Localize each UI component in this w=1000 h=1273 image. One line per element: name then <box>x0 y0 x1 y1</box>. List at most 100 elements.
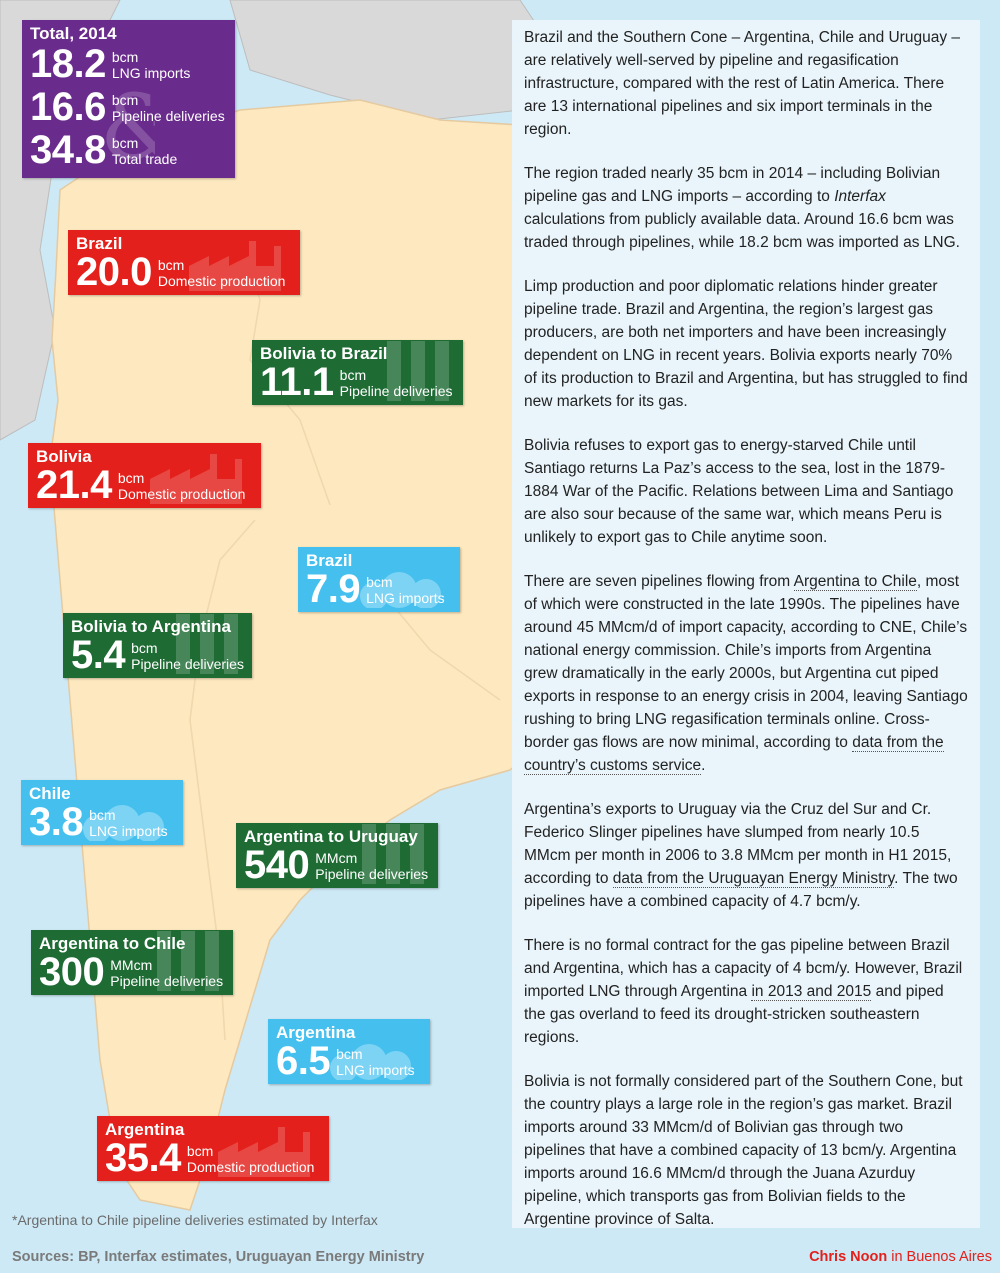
article-paragraph-4: Bolivia refuses to export gas to energy-… <box>524 437 954 546</box>
argentina-to-chile-label: Pipeline deliveries <box>110 973 223 989</box>
argentina-production-unit: bcm <box>186 1143 214 1159</box>
total-pipeline-unit: bcm <box>111 92 139 108</box>
author-location: in Buenos Aires <box>887 1249 992 1265</box>
article-paragraph-2: The region traded nearly 35 bcm in 2014 … <box>524 162 968 254</box>
argentina-to-chile-link[interactable]: Argentina to Chile <box>793 573 917 591</box>
brazil-production-label: Domestic production <box>157 273 286 289</box>
article-paragraph-5: There are seven pipelines flowing from A… <box>524 570 968 777</box>
argentina-lng-title: Argentina <box>276 1023 356 1042</box>
cloud-icon <box>360 572 441 608</box>
bolivia-to-argentina-value: 5.4 <box>71 633 126 677</box>
argentina-to-uruguay-label: Pipeline deliveries <box>315 866 428 882</box>
article-paragraph-7: There is no formal contract for the gas … <box>524 934 968 1049</box>
article-paragraph-6-text-a: Argentina’s exports to Uruguay via the C… <box>524 801 952 887</box>
factory-icon <box>189 241 281 291</box>
brazil-lng-value: 7.9 <box>306 567 361 611</box>
factory-icon <box>150 454 242 504</box>
article-paragraph-3: Limp production and poor diplomatic rela… <box>524 278 968 410</box>
bolivia-to-argentina-box: Bolivia to Argentina 5.4 bcm Pipeline del… <box>63 613 252 678</box>
article-paragraph-1: Brazil and the Southern Cone – Argentina… <box>524 29 961 138</box>
total-lng-value: 18.2 <box>30 42 106 86</box>
article-paragraph-6-text-b: . The two pipelines have a combined capa… <box>524 870 958 910</box>
chile-lng-unit: bcm <box>89 807 116 823</box>
total-pipeline-label: Pipeline deliveries <box>111 108 225 124</box>
bolivia-to-argentina-title: Bolivia to Argentina <box>71 617 231 636</box>
argentina-to-chile-title: Argentina to Chile <box>39 934 186 953</box>
brazil-production-value: 20.0 <box>76 250 152 294</box>
argentina-to-uruguay-unit: MMcm <box>315 850 358 866</box>
argentina-production-value: 35.4 <box>105 1136 181 1180</box>
article-paragraph-7-text-b: and piped the gas overland to feed its d… <box>524 983 944 1046</box>
bolivia-production-value: 21.4 <box>36 463 112 507</box>
argentina-to-uruguay-title: Argentina to Uruguay <box>244 827 418 846</box>
total-trade-unit: bcm <box>111 135 139 151</box>
brazil-lng-unit: bcm <box>366 574 393 590</box>
total-trade-label: Total trade <box>111 151 178 167</box>
argentina-production-title: Argentina <box>105 1120 185 1139</box>
pipeline-icon <box>387 341 449 401</box>
factory-icon <box>218 1127 310 1177</box>
total-trade-value: 34.8 <box>30 128 106 172</box>
article-paragraph-6: Argentina’s exports to Uruguay via the C… <box>524 798 968 913</box>
bolivia-production-label: Domestic production <box>117 486 246 502</box>
pipeline-icon <box>157 931 219 991</box>
argentina-lng-value: 6.5 <box>276 1039 331 1083</box>
argentina-lng-label: LNG imports <box>336 1062 415 1078</box>
article-paragraph-2-text-a: The region traded nearly 35 bcm in 2014 … <box>524 165 941 205</box>
total-pipeline-value: 16.6 <box>30 85 106 129</box>
bolivia-to-brazil-value: 11.1 <box>260 360 334 404</box>
total-row-trade: 34.8 bcm Total trade <box>30 128 227 172</box>
ampersand-icon: & <box>100 78 155 168</box>
bolivia-to-argentina-row: 5.4 bcm Pipeline deliveries <box>71 633 244 677</box>
total-row-lng: 18.2 bcm LNG imports <box>30 42 227 86</box>
sources-line: Sources: BP, Interfax estimates, Uruguay… <box>12 1249 425 1265</box>
article-panel: Brazil and the Southern Cone – Argentina… <box>512 20 980 1228</box>
customs-data-link[interactable]: data from the country’s customs service <box>524 734 944 775</box>
brazil-production-unit: bcm <box>157 257 185 273</box>
total-trade-box: Total, 2014 18.2 bcm LNG imports 16.6 bcm… <box>22 20 235 178</box>
bolivia-to-brazil-unit: bcm <box>339 367 367 383</box>
brazil-lng-label: LNG imports <box>366 590 445 606</box>
article-paragraph-5-text-a: There are seven pipelines flowing from <box>524 573 794 590</box>
article-paragraph-7-text-a: There is no formal contract for the gas … <box>524 937 963 1000</box>
argentina-production-label: Domestic production <box>186 1159 315 1175</box>
total-row-pipeline: 16.6 bcm Pipeline deliveries <box>30 85 227 129</box>
chile-lng-label: LNG imports <box>89 823 168 839</box>
bolivia-to-argentina-label: Pipeline deliveries <box>131 656 244 672</box>
argentina-to-uruguay-value: 540 <box>244 843 310 887</box>
argentina-lng-unit: bcm <box>336 1046 363 1062</box>
argentina-to-chile-unit: MMcm <box>110 957 153 973</box>
total-title: Total, 2014 <box>30 24 117 43</box>
uruguayan-ministry-data-link[interactable]: data from the Uruguayan Energy Ministry <box>612 870 895 888</box>
total-lng-label: LNG imports <box>111 65 191 81</box>
cloud-icon <box>83 805 164 841</box>
brazil-production-title: Brazil <box>76 234 123 253</box>
article-paragraph-2-text-b: calculations from publicly available dat… <box>524 211 960 251</box>
pipeline-icon <box>362 824 424 884</box>
article-paragraph-5-text-c: . <box>701 757 706 774</box>
pipeline-icon <box>176 614 238 674</box>
bolivia-to-brazil-label: Pipeline deliveries <box>339 383 453 399</box>
cloud-icon <box>330 1044 411 1080</box>
chile-lng-value: 3.8 <box>29 800 84 844</box>
total-lng-unit: bcm <box>111 49 139 65</box>
bolivia-production-unit: bcm <box>117 470 145 486</box>
footnote: *Argentina to Chile pipeline deliveries … <box>12 1212 378 1228</box>
2013-2015-link[interactable]: in 2013 and 2015 <box>751 983 872 1001</box>
